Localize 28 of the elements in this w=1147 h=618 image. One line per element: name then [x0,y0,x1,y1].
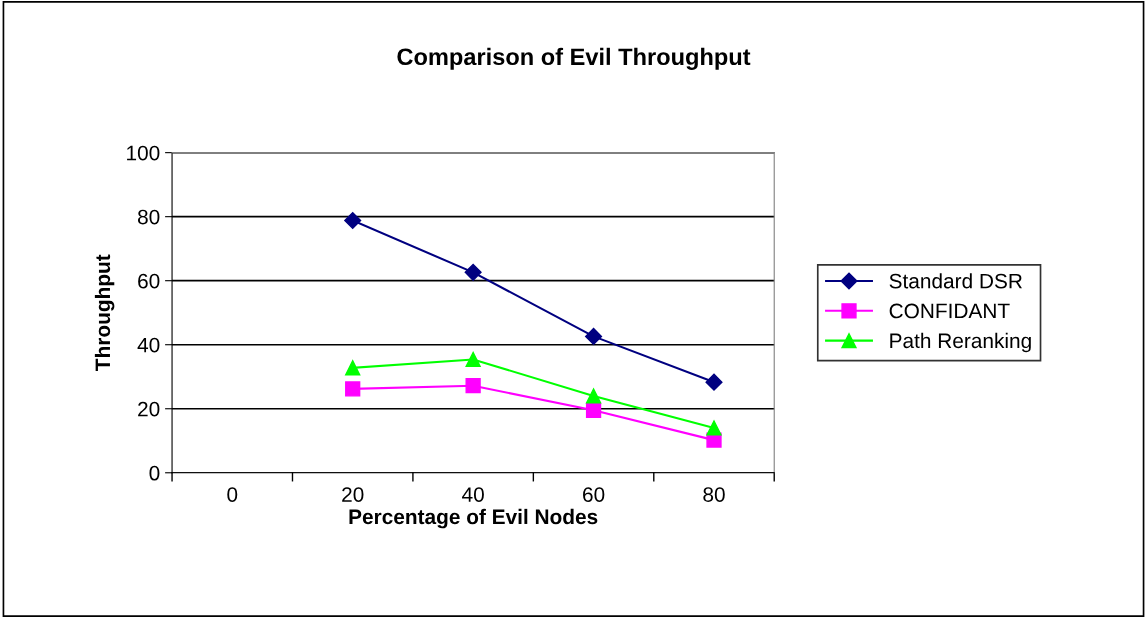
legend-label: CONFIDANT [889,303,1010,319]
point [585,402,602,418]
x-tick-label: 80 [703,487,725,502]
point [706,420,722,436]
point [585,388,602,404]
point [344,211,362,230]
y-tick-label: 0 [149,465,160,481]
point [705,373,723,391]
y-tick-label: 40 [137,337,160,353]
legend-label: Path Reranking [890,332,1031,353]
point [345,381,361,397]
point [465,351,481,368]
y-tick-label: 80 [137,209,160,225]
x-tick-label: 60 [583,487,605,502]
y-tick-label: 100 [127,145,160,161]
point [345,360,361,376]
x-tick-label: 20 [342,487,364,502]
y-tick-label: 60 [138,273,160,289]
y-axis-title: Throughput [94,254,115,371]
legend-label: Standard DSR [889,273,1022,289]
point [465,378,481,394]
x-tick-label: 40 [462,487,484,502]
chart-title: Comparison of Evil Throughput [397,47,751,70]
y-tick-label: 20 [138,401,160,417]
x-tick-label: 0 [227,487,238,502]
x-axis-title: Percentage of Evil Nodes [349,508,598,529]
point [585,327,603,345]
point [464,263,482,281]
